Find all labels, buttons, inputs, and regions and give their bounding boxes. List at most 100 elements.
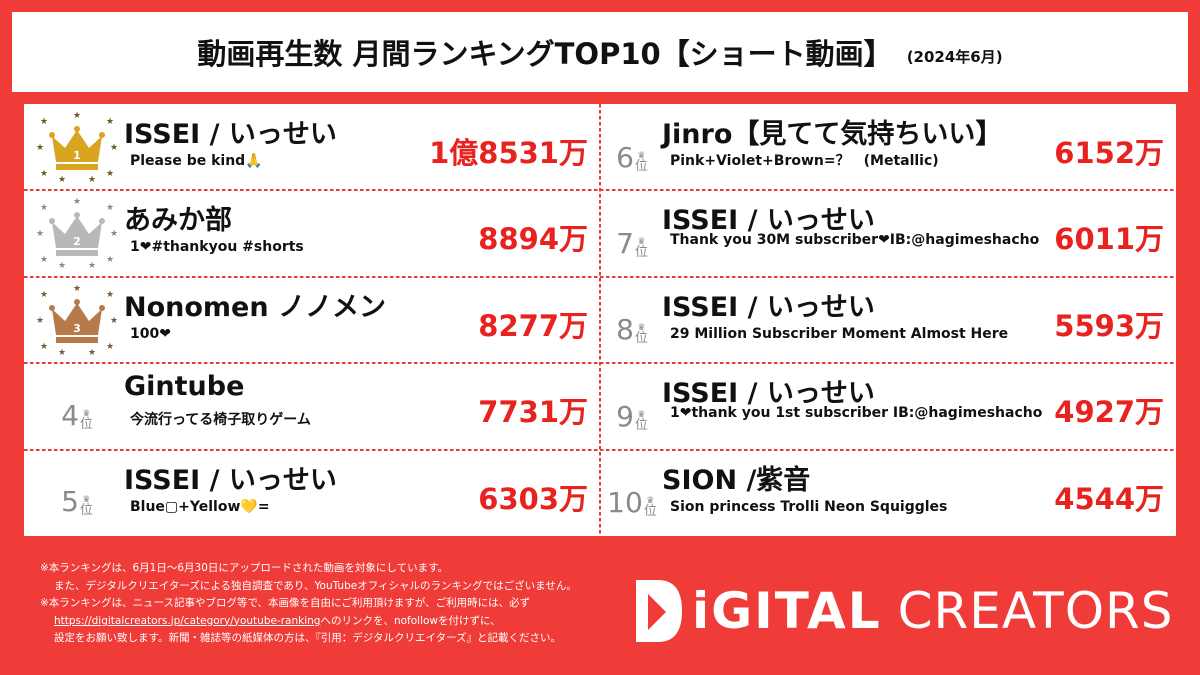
ranking-table: ★ ★ ★ ★ ★ ★ ★ ★ ★ 1 ISSEI / いっせい Please be kind🙏 1億8… [24,104,1176,536]
star-icon: ★ [36,316,44,326]
video-title: Please be kind🙏 [130,153,263,169]
footer-note-2: また、デジタルクリエイターズによる独自調査であり、YouTubeオフィシャルのラ… [54,579,577,592]
star-icon: ★ [88,175,96,184]
row-divider [24,362,600,365]
view-count: 5593万 [1054,308,1164,343]
rank-number: 8 [616,313,634,347]
mini-crown-icon: ♛ [637,409,646,420]
crown-jewel [74,212,80,219]
star-icon: ★ [110,143,118,153]
star-icon: ★ [106,203,114,213]
rank-number: 10 [607,486,643,520]
view-count: 1億8531万 [429,136,588,170]
star-icon: ★ [40,342,48,352]
star-icon: ★ [106,255,114,265]
video-title: 今流行ってる椅子取りゲーム [130,412,311,429]
rank-badge: ★ ★ ★ ★ ★ ★ ★ ★ ★ 2 [32,196,122,270]
period-label: (2024年6月) [906,47,1003,66]
crown-base [56,336,98,343]
rank-number: 6 [616,140,634,174]
mini-crown-icon: ♛ [82,408,91,419]
star-icon: ★ [106,117,114,127]
crown-base [56,164,98,170]
brand-logo: iGITAL CREATORS [628,572,1176,650]
digital-creators-logo-icon [636,580,682,642]
crown-shape [52,302,102,335]
rank-number: 5 [61,485,79,519]
rank-suffix: ♛ 位 [634,236,648,260]
column-divider [599,104,601,536]
ranking-column-left: ★ ★ ★ ★ ★ ★ ★ ★ ★ 1 ISSEI / いっせい Please be kind🙏 1億8… [24,104,600,536]
rank-badge: 7 ♛ 位 [604,204,660,264]
crown-icon: ★ ★ ★ ★ ★ ★ ★ ★ ★ 1 [36,111,118,184]
footer-note-1: ※本ランキングは、6月1日～6月30日にアップロードされた動画を対象にしています… [40,562,449,574]
star-icon: ★ [40,117,48,127]
rank-badge: ★ ★ ★ ★ ★ ★ ★ ★ ★ 3 [32,283,122,357]
view-count: 7731万 [478,395,588,430]
star-icon: ★ [40,169,48,179]
video-title: 29 Million Subscriber Moment Almost Here [670,325,1009,342]
ranking-row: ★ ★ ★ ★ ★ ★ ★ ★ ★ 2 あみか部 1❤#thankyou #shorts 8894万 [24,190,600,278]
video-title: Pink+Violet+Brown=？ (Metallic) [670,153,939,169]
ranking-link[interactable]: https://digitalcreators.jp/category/yout… [54,614,321,627]
ranking-row: ★ ★ ★ ★ ★ ★ ★ ★ ★ 1 ISSEI / いっせい Please be kind🙏 1億8… [24,104,600,192]
footer-note-4-rest: へのリンクを、nofollowを付けずに、 [320,614,501,627]
ranking-row: 6 ♛ 位 Jinro【見てて気持ちいい】 Pink+Violet+Brown=？ (M… [600,104,1176,192]
ranking-row: 9 ♛ 位 ISSEI / いっせい 1❤thank you 1st subscribe… [600,363,1176,451]
channel-name: SION /紫音 [662,464,811,496]
video-title: 1❤#thankyou #shorts [130,239,304,256]
star-icon: ★ [88,348,96,357]
star-icon: ★ [106,290,114,300]
ranking-row: 10 ♛ 位 SION /紫音 Sion princess Trolli Neon Sq… [600,450,1176,536]
view-count: 8277万 [478,308,588,343]
view-count: 6011万 [1054,222,1164,257]
crown-jewel [74,298,80,305]
channel-name: ISSEI / いっせい [124,119,337,150]
rank-badge: ★ ★ ★ ★ ★ ★ ★ ★ ★ 1 [32,110,122,184]
footer-note-5: 設定をお願い致します。新聞・雑誌等の紙媒体の方は、『引用：デジタルクリエイターズ… [54,632,562,644]
rank-number: 7 [616,226,634,260]
footer-note-4: https://digitalcreators.jp/category/yout… [40,613,620,631]
crown-shape [52,130,102,162]
crown-rank-number: 2 [73,235,81,248]
star-icon: ★ [40,203,48,213]
row-divider [24,189,600,192]
star-icon: ★ [73,284,81,294]
title-bar: 動画再生数 月間ランキングTOP10【ショート動画】 (2024年6月) [12,12,1188,92]
ranking-column-right: 6 ♛ 位 Jinro【見てて気持ちいい】 Pink+Violet+Brown=？ (M… [600,104,1176,536]
video-title: Thank you 30M subscriber❤IB:@hagimeshach… [670,232,1040,249]
rank-badge: 10 ♛ 位 [604,464,660,524]
star-icon: ★ [110,316,118,326]
view-count: 8894万 [478,222,588,257]
star-icon: ★ [36,143,44,153]
video-title: 100❤ [130,325,171,342]
crown-jewel [49,304,55,311]
crown-shape [52,216,102,249]
crown-icon: ★ ★ ★ ★ ★ ★ ★ ★ ★ 2 [36,197,118,270]
star-icon: ★ [73,111,81,121]
star-icon: ★ [40,290,48,300]
row-divider [600,189,1176,192]
channel-name: Nonomen ノノメン [124,291,386,323]
video-title: 1❤thank you 1st subscriber IB:@hagimesha… [670,405,1043,422]
video-title: Sion princess Trolli Neon Squiggles [670,498,948,515]
mini-crown-icon: ♛ [637,150,646,161]
crown-jewel [49,132,55,138]
row-divider [600,362,1176,365]
row-divider [24,275,600,278]
crown-base [56,250,98,257]
channel-name: Gintube [124,371,245,403]
star-icon: ★ [58,175,66,184]
star-icon: ★ [58,348,66,357]
channel-name: あみか部 [124,205,232,237]
rank-number: 9 [616,399,634,433]
rank-badge: 5 ♛ 位 [32,456,122,530]
row-divider [600,448,1176,451]
crown-jewel [99,304,105,311]
mini-crown-icon: ♛ [637,236,646,247]
rank-badge: 9 ♛ 位 [604,377,660,437]
rank-suffix: ♛ 位 [643,496,657,520]
brand-digital-text: iGITAL [692,582,882,640]
star-icon: ★ [88,261,96,270]
row-divider [600,275,1176,278]
